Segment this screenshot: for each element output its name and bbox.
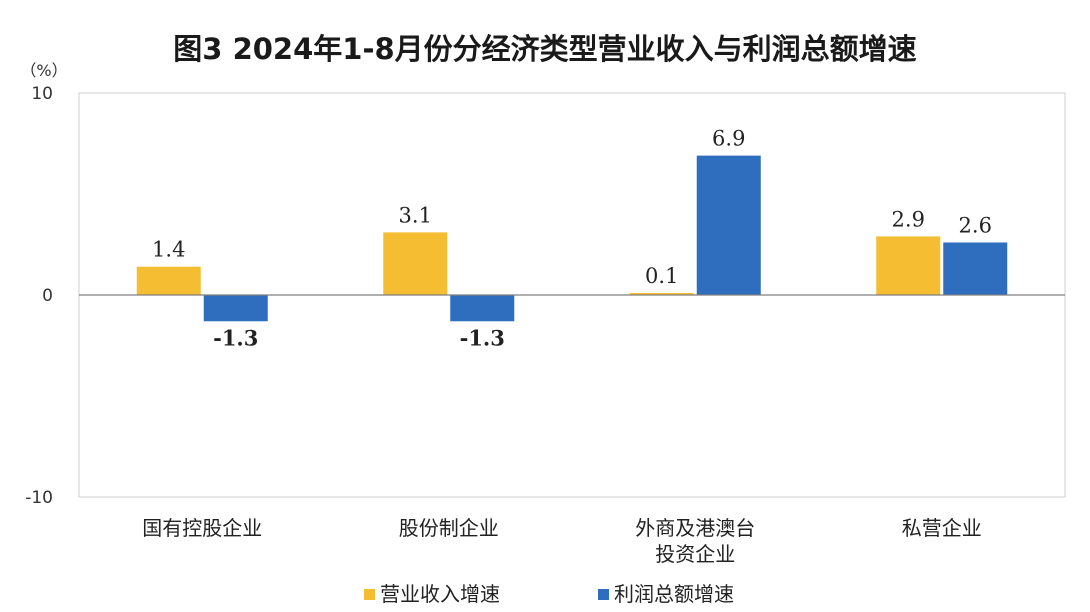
bar-profit-0 xyxy=(203,295,268,322)
data-label: -1.3 xyxy=(213,325,258,350)
data-label: 1.4 xyxy=(152,238,185,262)
bar-profit-2 xyxy=(696,155,761,295)
x-tick-label: 股份制企业 xyxy=(399,516,499,540)
legend-label: 利润总额增速 xyxy=(614,582,734,606)
x-tick-label: 外商及港澳台 xyxy=(635,516,755,540)
legend-swatch-profit xyxy=(598,589,609,600)
y-tick-label: 0 xyxy=(42,286,53,306)
data-label: 6.9 xyxy=(712,127,745,151)
data-label: -1.3 xyxy=(460,325,505,350)
data-label: 2.6 xyxy=(959,213,992,237)
bar-revenue-3 xyxy=(876,236,941,295)
legend-label: 营业收入增速 xyxy=(380,582,500,606)
chart-title: 图3 2024年1-8月份分经济类型营业收入与利润总额增速 xyxy=(173,32,917,66)
bar-revenue-2 xyxy=(629,292,694,295)
x-tick-label: 私营企业 xyxy=(902,516,982,540)
y-tick-label: -10 xyxy=(25,488,53,508)
bar-revenue-1 xyxy=(383,232,448,295)
bar-profit-3 xyxy=(943,242,1008,295)
legend-swatch-revenue xyxy=(364,589,375,600)
y-tick-label: 10 xyxy=(31,84,53,104)
bar-profit-1 xyxy=(450,295,515,322)
data-label: 2.9 xyxy=(892,207,925,231)
data-label: 3.1 xyxy=(399,203,432,227)
x-tick-label: 国有控股企业 xyxy=(142,516,262,540)
data-label: 0.1 xyxy=(645,264,678,288)
bar-revenue-0 xyxy=(136,266,201,295)
y-axis-unit-label: （%） xyxy=(20,61,67,80)
x-tick-label: 投资企业 xyxy=(655,542,735,566)
